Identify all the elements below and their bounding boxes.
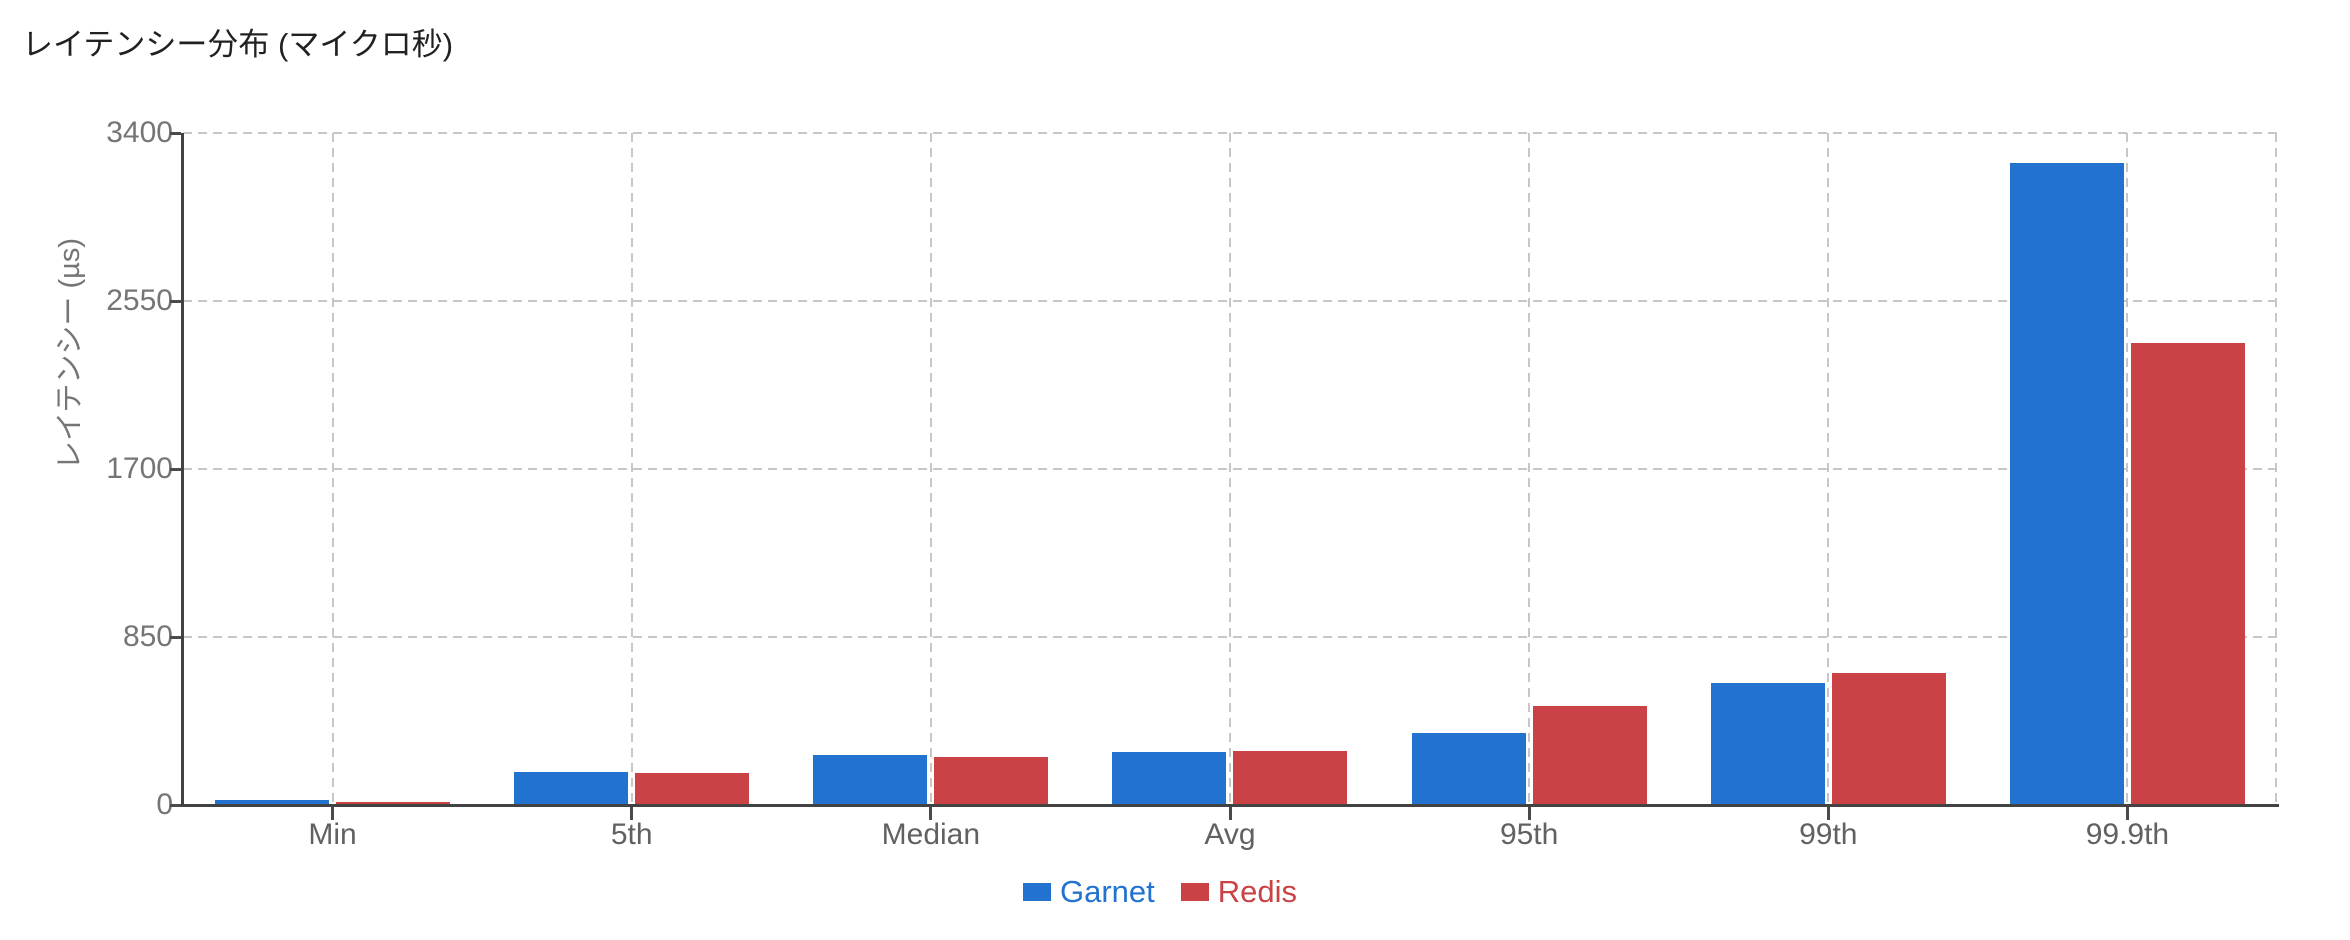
y-tick-label-850: 850 xyxy=(122,620,173,653)
legend-item-redis[interactable]: Redis xyxy=(1180,874,1298,910)
category-group-median xyxy=(781,133,1080,805)
v-gridline-min xyxy=(331,133,334,805)
x-category-label-95th: 95th xyxy=(1499,818,1559,851)
category-group-avg xyxy=(1080,133,1379,805)
y-tick-label-3400: 3400 xyxy=(106,116,173,149)
y-axis-title: レイテンシー (µs) xyxy=(54,237,86,470)
bar-garnet-5th[interactable] xyxy=(514,772,629,805)
bar-redis-avg[interactable] xyxy=(1233,750,1348,805)
x-tick-99.9th xyxy=(2125,807,2129,820)
v-gridline-99th xyxy=(1827,133,1830,805)
legend-label-garnet: Garnet xyxy=(1059,874,1155,909)
category-group-5th xyxy=(482,133,781,805)
x-tick-5th xyxy=(630,807,634,820)
y-tick-label-1700: 1700 xyxy=(106,452,173,485)
y-tick-850 xyxy=(170,636,181,639)
chart-title: レイテンシー分布 (マイクロ秒) xyxy=(22,27,454,62)
x-category-label-avg: Avg xyxy=(1204,818,1256,851)
bar-garnet-95th[interactable] xyxy=(1411,732,1526,805)
v-gridline-median xyxy=(929,133,932,805)
category-group-99.9th xyxy=(1978,133,2277,805)
y-tick-label-0: 0 xyxy=(156,788,173,821)
category-group-95th xyxy=(1380,133,1679,805)
x-tick-min xyxy=(331,807,335,820)
garnet-swatch-icon xyxy=(1022,883,1051,901)
y-axis-line xyxy=(181,133,184,807)
bar-garnet-median[interactable] xyxy=(813,754,928,805)
v-gridline-right-edge xyxy=(2275,133,2277,805)
v-gridline-5th xyxy=(630,133,633,805)
y-tick-label-2550: 2550 xyxy=(106,284,173,317)
bar-redis-99.9th[interactable] xyxy=(2130,342,2245,805)
x-tick-99th xyxy=(1826,807,1830,820)
bar-redis-median[interactable] xyxy=(934,756,1049,805)
category-group-99th xyxy=(1679,133,1978,805)
y-tick-2550 xyxy=(170,300,181,303)
x-tick-95th xyxy=(1527,807,1531,820)
v-gridline-99.9th xyxy=(2126,133,2129,805)
bar-garnet-avg[interactable] xyxy=(1112,751,1227,805)
legend-item-garnet[interactable]: Garnet xyxy=(1022,874,1155,910)
x-category-label-5th: 5th xyxy=(610,818,653,851)
x-axis-line xyxy=(181,804,2279,807)
bar-garnet-99.9th[interactable] xyxy=(2009,162,2124,805)
x-category-label-99.9th: 99.9th xyxy=(2085,818,2170,851)
x-category-label-min: Min xyxy=(308,818,357,851)
bar-garnet-min[interactable] xyxy=(215,800,330,805)
legend-label-redis: Redis xyxy=(1217,874,1298,909)
y-tick-3400 xyxy=(170,132,181,135)
x-tick-median xyxy=(929,807,933,820)
y-tick-1700 xyxy=(170,468,181,471)
bar-redis-95th[interactable] xyxy=(1532,706,1647,805)
x-tick-avg xyxy=(1228,807,1232,820)
v-gridline-95th xyxy=(1528,133,1531,805)
legend: Garnet Redis xyxy=(0,872,2320,912)
category-group-min xyxy=(183,133,482,805)
v-gridline-avg xyxy=(1229,133,1231,805)
x-category-label-median: Median xyxy=(881,818,981,851)
bar-redis-min[interactable] xyxy=(336,802,451,805)
plot-area xyxy=(183,132,2277,805)
x-category-label-99th: 99th xyxy=(1799,818,1858,851)
redis-swatch-icon xyxy=(1180,883,1209,901)
bar-redis-5th[interactable] xyxy=(635,773,750,805)
bar-garnet-99th[interactable] xyxy=(1710,682,1825,805)
bar-redis-99th[interactable] xyxy=(1831,672,1946,805)
y-tick-0 xyxy=(170,804,181,807)
